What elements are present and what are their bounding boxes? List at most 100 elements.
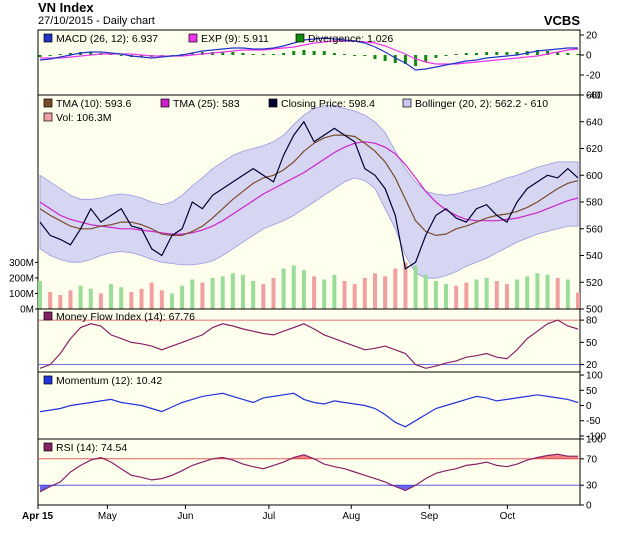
volume-bar xyxy=(312,276,317,309)
price-panel: 660 640 620 600 580 560 540 520 500 300M 200M 100M 0… xyxy=(9,91,603,316)
rsi-panel-frame xyxy=(37,438,581,506)
divergence-bar xyxy=(241,53,245,55)
legend-close-swatch xyxy=(268,98,278,108)
volume-bar xyxy=(159,290,164,309)
momentum-tick-label: 100 xyxy=(586,371,603,382)
volume-bar xyxy=(444,284,449,309)
volume-bar xyxy=(433,281,438,309)
legend-exp-swatch xyxy=(188,33,198,43)
volume-bar xyxy=(403,262,408,309)
legend-tma10-swatch xyxy=(43,98,53,108)
macd-tick-label: 20 xyxy=(586,31,598,42)
divergence-bar xyxy=(322,51,326,55)
volume-bar xyxy=(180,285,185,309)
divergence-bar xyxy=(363,55,367,56)
price-tick-label: 660 xyxy=(586,91,603,102)
mfi-panel-frame xyxy=(37,308,581,373)
divergence-bar xyxy=(343,54,347,55)
volume-bar xyxy=(88,288,93,309)
volume-bar xyxy=(515,279,520,309)
divergence-bar xyxy=(332,53,336,55)
divergence-bar xyxy=(231,52,235,55)
macd-panel-frame xyxy=(37,29,581,96)
divergence-bar xyxy=(48,55,52,56)
volume-bar xyxy=(464,282,469,309)
divergence-bar xyxy=(373,55,377,59)
price-tick-label: 640 xyxy=(586,117,603,128)
divergence-bar xyxy=(434,55,438,58)
momentum-tick-label: 50 xyxy=(586,386,598,397)
divergence-bar xyxy=(271,54,275,55)
divergence-bar xyxy=(383,55,387,61)
momentum-tick-label: 0 xyxy=(586,401,592,412)
x-tick-label: Oct xyxy=(500,511,516,522)
volume-bar xyxy=(149,282,154,309)
momentum-tick-label: -50 xyxy=(586,416,601,427)
macd-tick-label: -20 xyxy=(586,71,601,82)
divergence-bar xyxy=(444,55,448,56)
divergence-bar xyxy=(38,55,42,57)
x-tick-label: Apr 15 xyxy=(22,511,54,522)
chart-title: VN Index xyxy=(38,0,94,15)
volume-bar xyxy=(251,281,256,309)
volume-bar xyxy=(48,291,53,309)
volume-bar xyxy=(271,277,276,309)
divergence-bar xyxy=(474,53,478,55)
legend-tma10-label: TMA (10): 593.6 xyxy=(56,98,131,110)
x-tick-label: Sep xyxy=(420,511,438,522)
volume-bar xyxy=(332,274,337,309)
chart-subtitle: 27/10/2015 - Daily chart xyxy=(38,15,155,27)
volume-bar xyxy=(474,279,479,309)
legend-momentum-swatch xyxy=(43,375,53,385)
volume-bar xyxy=(545,274,550,309)
legend-rsi-swatch xyxy=(43,442,53,452)
divergence-bar xyxy=(261,54,265,55)
rsi-tick-label: 30 xyxy=(586,481,598,492)
rsi-tick-label: 70 xyxy=(586,454,598,465)
volume-bar xyxy=(322,279,327,309)
macd-tick-label: -40 xyxy=(586,91,601,102)
divergence-bar xyxy=(566,53,570,55)
divergence-bar xyxy=(535,50,539,55)
momentum-panel: 100 50 0 -50 -100 Momentum (12): 10.42 xyxy=(37,371,606,442)
rsi-panel: 100 70 30 0 RSI (14): 74.54 xyxy=(37,435,603,512)
legend-volume-swatch xyxy=(43,112,53,122)
divergence-bar xyxy=(546,51,550,55)
momentum-tick-label: -100 xyxy=(586,431,606,442)
legend-divergence-label: Divergence: 1.026 xyxy=(308,33,393,45)
volume-bar xyxy=(565,279,570,309)
volume-bar xyxy=(68,290,73,309)
divergence-bar xyxy=(190,53,194,55)
volume-bar xyxy=(484,277,489,309)
divergence-bar xyxy=(403,55,407,64)
rsi-tick-label: 0 xyxy=(586,501,592,512)
volume-bar xyxy=(393,268,398,309)
legend-momentum-label: Momentum (12): 10.42 xyxy=(56,375,162,387)
price-tick-label: 600 xyxy=(586,171,603,182)
volume-bar xyxy=(372,273,377,309)
mfi-panel: 80 50 20 Money Flow Index (14): 67.76 xyxy=(37,308,598,373)
volume-bar xyxy=(525,276,530,309)
volume-tick-label: 200M xyxy=(9,273,34,284)
volume-bar xyxy=(241,274,246,309)
legend-bollinger-swatch xyxy=(402,98,412,108)
volume-bar xyxy=(129,291,134,309)
brand-label: VCBS xyxy=(543,13,580,28)
volume-tick-label: 0M xyxy=(20,305,34,316)
divergence-bar xyxy=(464,53,468,55)
divergence-bar xyxy=(302,50,306,55)
volume-bar xyxy=(504,284,509,309)
volume-bar xyxy=(230,273,235,309)
exp-line xyxy=(40,40,579,65)
divergence-bar xyxy=(251,54,255,55)
divergence-bar xyxy=(140,55,144,57)
volume-tick-label: 100M xyxy=(9,289,34,300)
legend-divergence-swatch xyxy=(295,33,305,43)
close-price-line xyxy=(39,120,579,270)
volume-bar xyxy=(109,284,114,309)
divergence-bar xyxy=(282,53,286,55)
rsi-overbought-fill xyxy=(557,454,568,459)
legend-bollinger-label: Bollinger (20, 2): 562.2 - 610 xyxy=(415,98,548,110)
volume-bar xyxy=(342,281,347,309)
